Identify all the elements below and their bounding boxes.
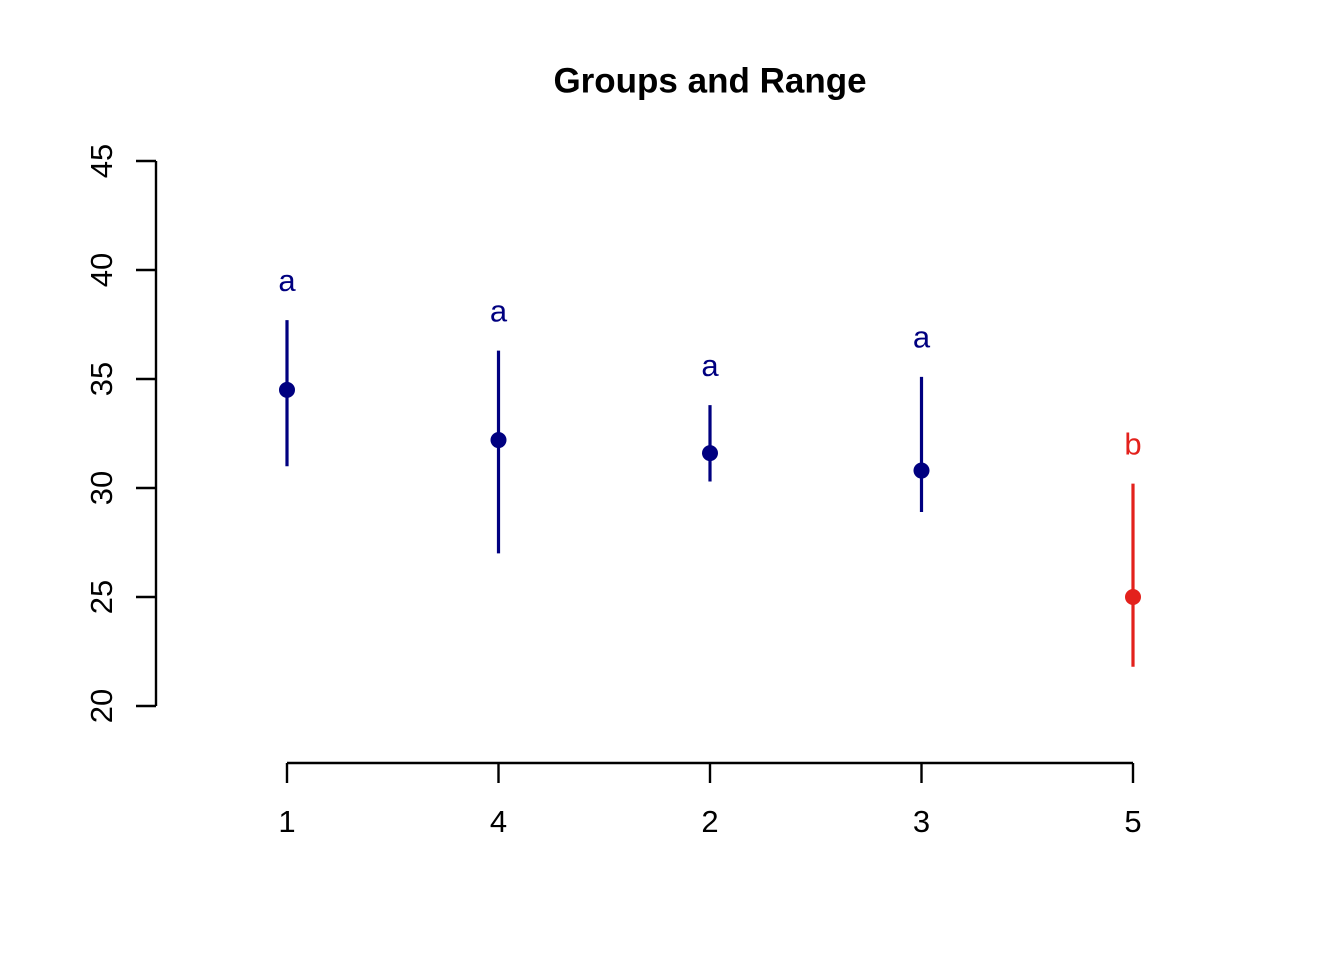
x-axis-tick-label: 1	[278, 804, 295, 839]
data-point	[490, 432, 507, 449]
x-axis-tick-label: 4	[490, 804, 507, 839]
group-significance-label: a	[913, 320, 931, 355]
group-significance-label: b	[1124, 426, 1141, 461]
y-axis-tick-label: 20	[84, 689, 119, 723]
chart-title: Groups and Range	[553, 61, 866, 100]
data-point	[702, 445, 718, 462]
y-axis-tick-label: 40	[84, 253, 119, 287]
x-axis-tick-label: 5	[1124, 804, 1141, 839]
y-axis-tick-label: 30	[84, 471, 119, 505]
data-point	[913, 462, 930, 479]
group-significance-label: a	[701, 348, 719, 383]
data-point	[1125, 589, 1141, 605]
group-significance-label: a	[490, 294, 508, 329]
data-point	[279, 381, 295, 398]
group-significance-label: a	[278, 263, 296, 298]
y-axis-tick-label: 45	[84, 144, 119, 178]
x-axis-tick-label: 2	[701, 804, 718, 839]
x-axis-tick-label: 3	[913, 804, 930, 839]
y-axis-tick-label: 35	[84, 362, 119, 396]
y-axis-tick-label: 25	[84, 580, 119, 614]
